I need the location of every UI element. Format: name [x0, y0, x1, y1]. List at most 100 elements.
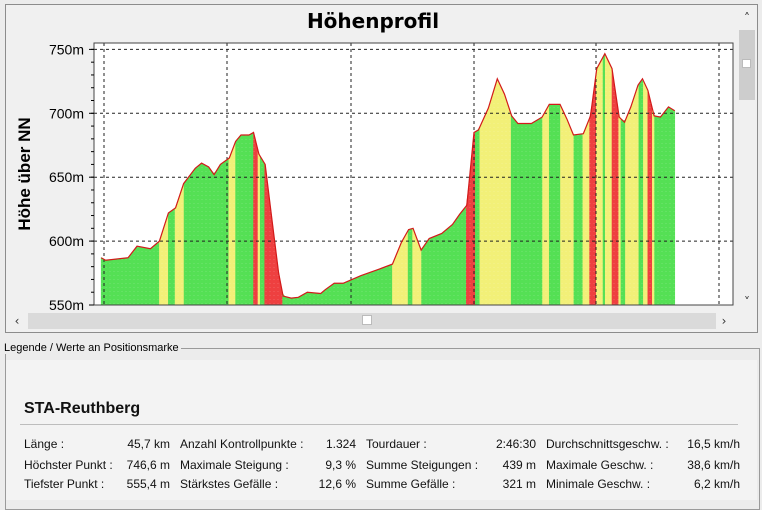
area-strip	[114, 258, 118, 306]
area-strip	[168, 210, 171, 306]
area-strip	[161, 226, 165, 306]
area-strip	[432, 235, 436, 306]
chevron-down-icon[interactable]: ˅	[744, 295, 750, 309]
area-strip	[138, 246, 142, 306]
area-strip	[430, 236, 434, 306]
area-strip	[454, 216, 458, 306]
area-strip	[105, 259, 109, 306]
area-strip	[129, 251, 133, 306]
area-strip	[647, 90, 651, 306]
area-strip	[526, 123, 530, 306]
area-strip	[116, 258, 120, 306]
horizontal-scrollbar[interactable]: ‹ ›	[6, 311, 738, 331]
area-strip	[134, 245, 138, 306]
area-strip	[488, 99, 492, 306]
area-strip	[228, 153, 232, 306]
area-strip	[562, 109, 566, 306]
area-strip	[654, 115, 658, 306]
area-strip	[434, 234, 438, 306]
area-strip	[609, 63, 613, 306]
area-strip	[649, 99, 653, 306]
area-strip	[531, 121, 534, 306]
area-strip	[441, 230, 445, 306]
area-strip	[383, 266, 387, 306]
area-strip	[555, 104, 559, 306]
area-strip	[121, 257, 124, 306]
area-strip	[616, 98, 620, 306]
chevron-left-icon[interactable]: ‹	[14, 314, 20, 328]
area-strip	[340, 282, 344, 306]
area-strip	[542, 111, 546, 306]
area-strip	[123, 257, 127, 306]
area-strip	[445, 227, 449, 306]
stat-value: 1.324	[325, 437, 356, 451]
stat-value: 439 m	[502, 458, 536, 472]
area-strip	[557, 103, 561, 306]
area-strip	[452, 219, 456, 306]
horizontal-scroll-thumb[interactable]	[28, 313, 716, 329]
area-strip	[613, 83, 617, 306]
area-strip	[246, 134, 250, 306]
area-strip	[484, 112, 487, 306]
elevation-chart-panel: Höhenprofil 750m 700m 650m 600m 550m Höhe übe…	[5, 4, 758, 333]
area-strip	[342, 281, 346, 306]
area-strip	[145, 247, 149, 306]
stat-value: 12,6 %	[318, 477, 356, 491]
area-strip	[571, 130, 575, 306]
stat-label: Stärkstes Gefälle :	[180, 477, 279, 491]
area-strip	[143, 247, 147, 306]
area-strip	[551, 104, 555, 306]
elevation-profile-plot[interactable]: 750m 700m 650m 600m 550m Höhe über NN	[6, 5, 738, 311]
area-strip	[179, 188, 183, 306]
area-strip	[174, 202, 178, 306]
stat-label: Minimale Geschw. :	[546, 477, 651, 491]
area-strip	[192, 167, 196, 306]
stats-row: Höchster Punkt : 746,6 m Maximale Steigung…	[0, 458, 762, 474]
chevron-up-icon[interactable]: ˄	[744, 11, 750, 25]
area-strip	[611, 68, 615, 306]
y-tick-label: 650m	[49, 169, 84, 185]
area-strip	[506, 100, 510, 306]
area-strip	[546, 103, 550, 306]
vertical-scrollbar[interactable]: ˄ ˅	[738, 8, 756, 311]
area-strip	[215, 167, 218, 306]
area-strip	[475, 129, 478, 306]
stat-label: Anzahl Kontrollpunkte :	[180, 437, 304, 451]
y-tick-label: 700m	[49, 105, 84, 121]
area-strip	[501, 89, 505, 306]
y-axis-label: Höhe über NN	[15, 117, 34, 230]
area-strip	[522, 123, 525, 306]
area-strip	[634, 89, 637, 306]
area-strip	[638, 79, 642, 306]
plot-border	[93, 42, 734, 306]
area-strip	[596, 65, 599, 306]
area-strip	[183, 179, 187, 306]
stats-row: Tiefster Punkt : 555,4 m Stärkstes Gefälle…	[0, 477, 762, 493]
area-strip	[112, 258, 115, 306]
area-strip	[389, 263, 393, 306]
area-strip	[656, 116, 660, 306]
elevation-line	[100, 52, 676, 299]
stat-label: Maximale Geschw. :	[546, 458, 654, 472]
area-strip	[553, 104, 557, 306]
area-strip	[365, 272, 369, 306]
area-strip	[540, 115, 543, 306]
area-strip	[154, 242, 158, 306]
area-strip	[190, 170, 194, 306]
area-strip	[367, 271, 371, 306]
area-strip	[515, 119, 519, 306]
area-strip	[419, 245, 422, 306]
area-strip	[578, 133, 581, 306]
area-strip	[517, 123, 521, 306]
area-strip	[318, 292, 322, 306]
area-strip	[448, 225, 451, 306]
chevron-right-icon[interactable]: ›	[721, 314, 727, 328]
area-strip	[602, 53, 606, 306]
area-strip	[566, 119, 570, 306]
area-strip	[403, 233, 407, 306]
stat-value: 6,2 km/h	[693, 477, 740, 491]
area-strip	[658, 115, 662, 306]
stat-label: Summe Steigungen :	[366, 458, 479, 472]
area-strip	[607, 59, 611, 306]
area-strip	[306, 291, 310, 306]
